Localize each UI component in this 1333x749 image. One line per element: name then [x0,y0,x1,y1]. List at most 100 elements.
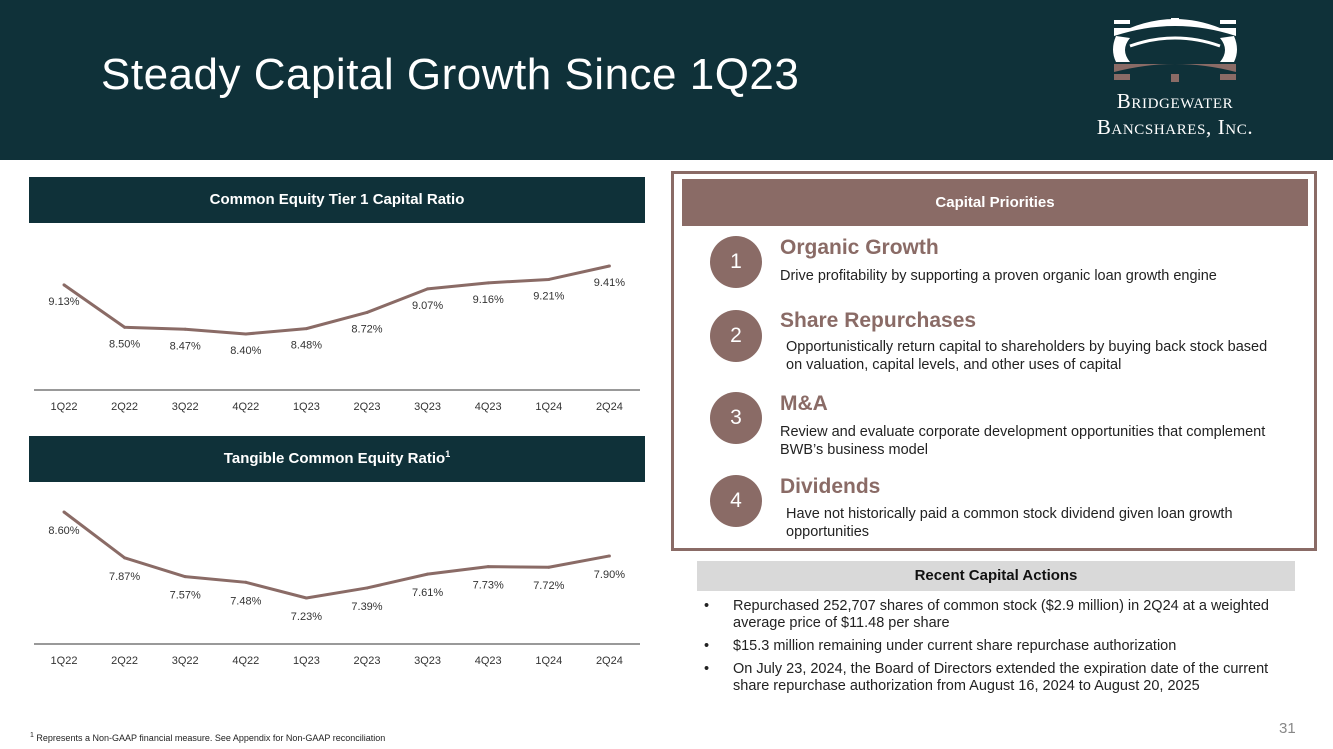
footnote-text: Represents a Non-GAAP financial measure.… [36,733,386,743]
bridge-logo-icon [1113,18,1237,82]
page-number: 31 [1279,720,1296,737]
priority-description: Opportunistically return capital to shar… [786,339,1268,373]
data-label: 9.41% [594,277,625,289]
data-point [365,310,369,314]
bullet: • [704,598,710,614]
list-item: • $15.3 million remaining under current s… [704,638,1284,655]
logo-text: Bridgewater Bancshares, Inc. [1060,88,1290,140]
capital-priorities-box [671,171,1317,551]
series-line [63,264,610,336]
list-item-text: Repurchased 252,707 shares of common sto… [733,598,1269,631]
priority-description: Drive profitability by supporting a prov… [780,268,1217,284]
data-point [304,327,308,331]
tce-chart-title-text: Tangible Common Equity Ratio [223,450,446,467]
data-point [62,510,66,514]
list-item-text: On July 23, 2024, the Board of Directors… [733,661,1269,694]
data-point [304,596,308,600]
priority-description: Have not historically paid a common stoc… [786,506,1233,540]
data-point [244,332,248,336]
x-tick-label: 3Q22 [172,401,199,413]
list-item: • On July 23, 2024, the Board of Director… [704,661,1284,695]
x-tick-label: 4Q22 [232,401,259,413]
x-tick-label: 1Q22 [51,401,78,413]
data-label: 9.07% [412,300,443,312]
data-point [365,586,369,590]
data-point [62,283,66,287]
x-tick-label: 4Q22 [232,655,259,667]
x-tick-label: 1Q24 [535,401,562,413]
x-tick-label: 4Q23 [475,401,502,413]
tce-chart-title: Tangible Common Equity Ratio1 [29,436,645,482]
data-label: 8.50% [109,338,140,350]
data-label: 7.87% [109,571,140,583]
x-tick-label: 2Q23 [354,401,381,413]
data-label: 7.39% [351,601,382,613]
data-point [426,572,430,576]
x-tick-label: 4Q23 [475,655,502,667]
cet1-chart-title-text: Common Equity Tier 1 Capital Ratio [209,191,465,208]
cet1-chart: 9.13% 1Q22 8.50% 2Q22 8.47% 3Q22 8.40% 4Q22 8.48… [34,264,640,413]
priority-description: Review and evaluate corporate developmen… [780,424,1266,458]
x-tick-label: 2Q22 [111,401,138,413]
data-point [607,554,611,558]
cet1-chart-title: Common Equity Tier 1 Capital Ratio [29,177,645,223]
page-title: Steady Capital Growth Since 1Q23 [101,50,800,99]
priority-number: 4 [710,475,762,527]
logo-line-2: Bancshares, Inc. [1096,115,1254,139]
data-label: 7.90% [594,569,625,581]
tce-chart-title-sup: 1 [445,449,451,459]
data-label: 7.48% [230,595,261,607]
data-point [123,556,127,560]
x-tick-label: 1Q22 [51,655,78,667]
priority-number: 3 [710,392,762,444]
data-point [486,281,490,285]
x-tick-label: 1Q24 [535,655,562,667]
data-point [123,325,127,329]
data-label: 7.61% [412,587,443,599]
data-label: 8.72% [351,323,382,335]
x-tick-label: 1Q23 [293,401,320,413]
data-point [426,287,430,291]
list-item-text: $15.3 million remaining under current sh… [733,638,1177,654]
data-label: 7.57% [170,590,201,602]
recent-capital-actions-list: • Repurchased 252,707 shares of common st… [704,598,1284,701]
data-point [547,565,551,569]
priority-title: Share Repurchases [780,309,977,332]
data-label: 8.60% [48,525,79,537]
bullet: • [704,638,710,654]
priority-title: M&A [780,392,828,415]
x-tick-label: 2Q23 [354,655,381,667]
data-label: 9.13% [48,296,79,308]
data-label: 8.40% [230,345,261,357]
x-tick-label: 2Q24 [596,401,623,413]
data-label: 7.73% [473,580,504,592]
x-tick-label: 1Q23 [293,655,320,667]
data-point [547,277,551,281]
company-logo: Bridgewater Bancshares, Inc. [1060,14,1290,144]
data-label: 9.21% [533,290,564,302]
data-label: 9.16% [473,294,504,306]
list-item: • Repurchased 252,707 shares of common st… [704,598,1284,632]
capital-priorities-heading: Capital Priorities [682,179,1308,226]
x-tick-label: 3Q22 [172,655,199,667]
data-point [183,575,187,579]
x-tick-label: 3Q23 [414,655,441,667]
bullet: • [704,661,710,677]
data-label: 7.72% [533,580,564,592]
priority-number: 2 [710,310,762,362]
priority-title: Organic Growth [780,236,939,259]
logo-line-1: Bridgewater [1116,89,1234,113]
x-tick-label: 3Q23 [414,401,441,413]
x-tick-label: 2Q22 [111,655,138,667]
priority-title: Dividends [780,475,881,498]
data-point [607,264,611,268]
data-label: 8.48% [291,340,322,352]
priority-number: 1 [710,236,762,288]
footnote-sup: 1 [30,732,34,739]
data-label: 7.23% [291,611,322,623]
footnote: 1 Represents a Non-GAAP financial measur… [30,732,385,743]
data-point [183,327,187,331]
tce-chart: 8.60% 1Q22 7.87% 2Q22 7.57% 3Q22 7.48% 4Q22 7.23… [34,510,640,667]
data-point [486,565,490,569]
x-tick-label: 2Q24 [596,655,623,667]
